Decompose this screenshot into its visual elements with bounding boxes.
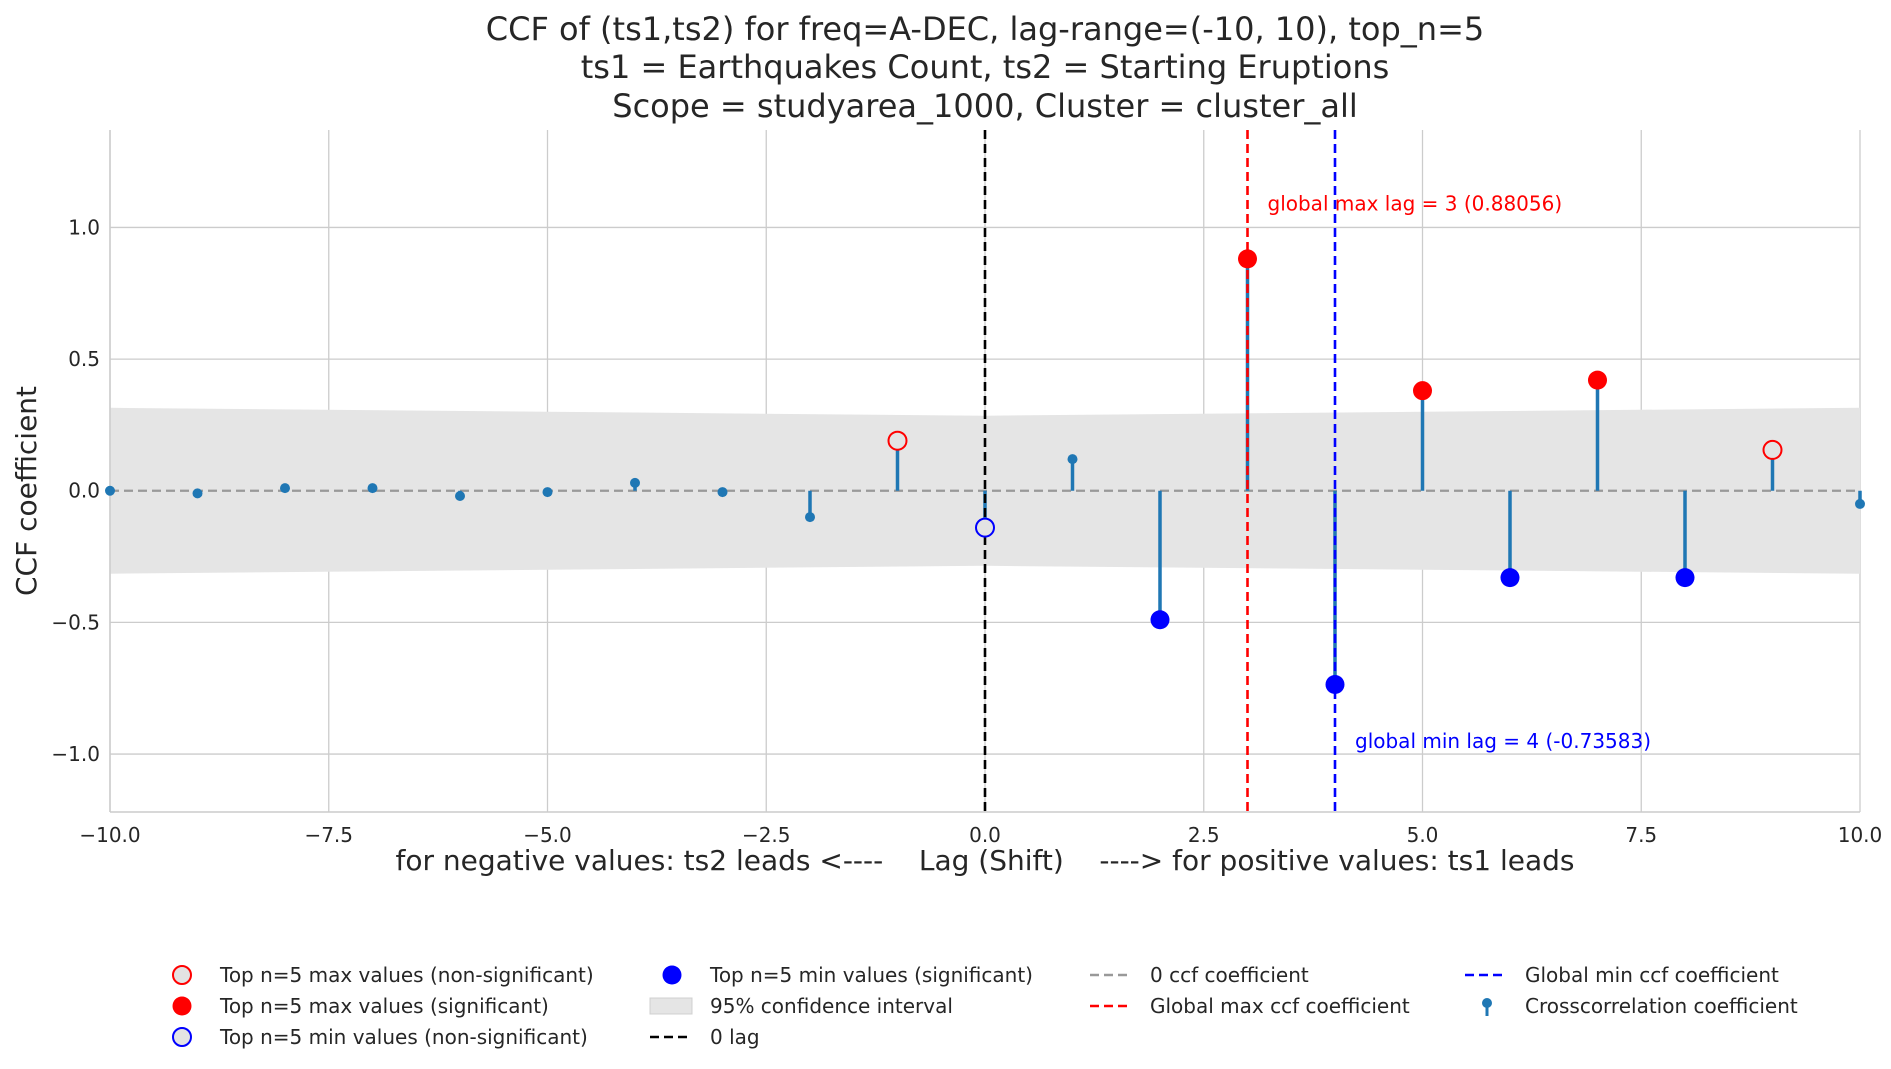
legend-item-top-min-nonsig: Top n=5 min values (non-significant): [172, 1025, 588, 1049]
ccf-marker-lag--9: [192, 488, 203, 499]
top-max-nonsig-marker-lag-9: [1762, 439, 1783, 460]
legend-item-top-max-nonsig: Top n=5 max values (non-significant): [172, 963, 594, 987]
legend-label-ci: 95% confidence interval: [710, 994, 953, 1018]
title-line-1: CCF of (ts1,ts2) for freq=A-DEC, lag-ran…: [486, 10, 1484, 48]
legend-label-top-min-nonsig: Top n=5 min values (non-significant): [219, 1025, 588, 1049]
legend-label-zero-lag: 0 lag: [710, 1025, 760, 1049]
x-axis-label: for negative values: ts2 leads <---- Lag…: [396, 844, 1575, 877]
legend: Top n=5 max values (non-significant) Top …: [172, 963, 1798, 1049]
ccf-marker-lag--4: [630, 477, 640, 488]
top-min-sig-marker-lag-6: [1500, 568, 1520, 588]
legend-item-global-min: Global min ccf coefficient: [1465, 963, 1779, 987]
top-min-sig-marker-lag-2: [1150, 610, 1170, 630]
legend-swatch-ci: [649, 997, 693, 1015]
top-min-nonsig-marker-lag-0: [975, 517, 995, 538]
legend-label-top-max-sig: Top n=5 max values (significant): [219, 994, 549, 1018]
legend-swatch-top-max-nonsig: [172, 965, 192, 985]
title-line-3: Scope = studyarea_1000, Cluster = cluste…: [612, 87, 1357, 125]
x-tick-label-8: 10.0: [1838, 823, 1883, 847]
legend-item-zero-lag: 0 lag: [650, 1025, 760, 1049]
y-tick-label-2: 0.0: [68, 479, 100, 503]
chart-title: CCF of (ts1,ts2) for freq=A-DEC, lag-ran…: [486, 10, 1484, 125]
y-axis-label: CCF coefficient: [10, 386, 43, 596]
top-min-sig-marker-lag-8: [1675, 568, 1695, 588]
x-tick-label-7: 7.5: [1625, 823, 1657, 847]
x-tick-label-4: 0.0: [969, 823, 1001, 847]
ccf-marker-lag--2: [805, 512, 815, 523]
legend-swatch-top-min-sig: [662, 965, 682, 985]
top-max-sig-marker-lag-7: [1588, 370, 1607, 390]
legend-swatch-top-max-sig: [172, 996, 192, 1016]
legend-item-global-max: Global max ccf coefficient: [1090, 994, 1410, 1018]
x-tick-label-2: −5.0: [523, 823, 572, 847]
global-max-annotation: global max lag = 3 (0.88056): [1268, 192, 1563, 216]
x-tick-label-3: −2.5: [742, 823, 791, 847]
top-min-sig-marker-lag-4: [1325, 675, 1345, 695]
ccf-marker-lag--5: [542, 487, 553, 498]
y-tick-label-0: −1.0: [51, 742, 100, 766]
x-tick-label-0: −10.0: [79, 823, 140, 847]
ccf-marker-lag--6: [455, 491, 465, 502]
legend-label-zero-ccf: 0 ccf coefficient: [1150, 963, 1309, 987]
top-max-sig-marker-lag-5: [1413, 381, 1432, 401]
x-tick-label-1: −7.5: [304, 823, 353, 847]
ccf-marker-lag--8: [280, 483, 290, 494]
title-line-2: ts1 = Earthquakes Count, ts2 = Starting …: [581, 48, 1390, 86]
legend-label-top-max-nonsig: Top n=5 max values (non-significant): [219, 963, 594, 987]
legend-swatch-top-min-nonsig: [172, 1027, 192, 1047]
x-tick-label-6: 5.0: [1407, 823, 1439, 847]
y-tick-label-1: −0.5: [51, 610, 100, 634]
ccf-marker-lag-10: [1855, 498, 1865, 509]
x-tick-label-5: 2.5: [1188, 823, 1220, 847]
ccf-marker-lag--7: [367, 483, 378, 494]
ccf-marker-lag--10: [105, 485, 115, 496]
legend-label-ccf: Crosscorrelation coefficient: [1525, 994, 1798, 1018]
legend-item-top-max-sig: Top n=5 max values (significant): [172, 994, 549, 1018]
legend-swatch-ccf: [1482, 998, 1492, 1008]
legend-item-ci: 95% confidence interval: [649, 994, 953, 1018]
ccf-marker-lag-1: [1067, 454, 1078, 465]
legend-label-global-min: Global min ccf coefficient: [1525, 963, 1779, 987]
legend-label-top-min-sig: Top n=5 min values (significant): [709, 963, 1033, 987]
legend-label-global-max: Global max ccf coefficient: [1150, 994, 1410, 1018]
y-tick-label-3: 0.5: [68, 347, 100, 371]
top-max-nonsig-marker-lag--1: [887, 430, 908, 451]
global-min-annotation: global min lag = 4 (-0.73583): [1355, 729, 1651, 753]
y-tick-label-4: 1.0: [68, 215, 100, 239]
legend-item-zero-ccf: 0 ccf coefficient: [1090, 963, 1309, 987]
ccf-marker-lag--3: [717, 487, 728, 498]
top-max-sig-marker-lag-3: [1238, 249, 1257, 269]
legend-item-top-min-sig: Top n=5 min values (significant): [662, 963, 1033, 987]
legend-item-ccf: Crosscorrelation coefficient: [1482, 994, 1798, 1018]
